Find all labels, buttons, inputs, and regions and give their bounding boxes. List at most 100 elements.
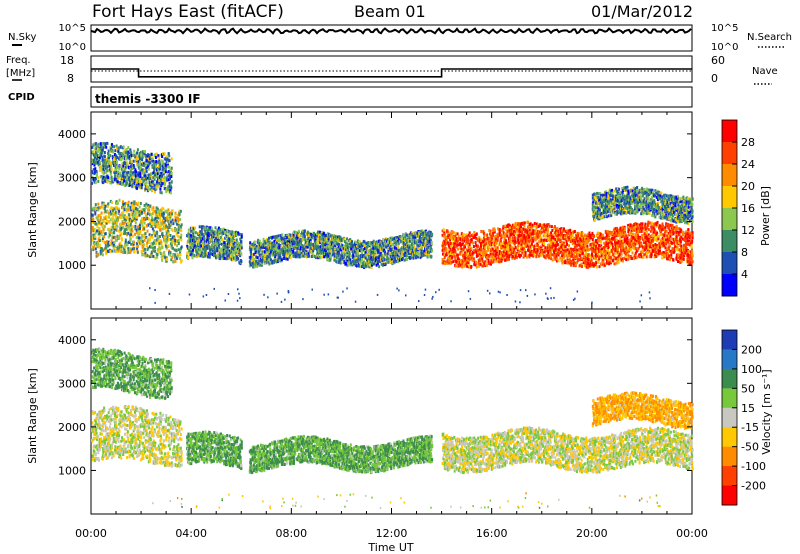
data-cell — [167, 165, 169, 169]
data-cell — [121, 206, 124, 210]
data-cell — [190, 226, 193, 230]
data-cell — [143, 208, 146, 212]
data-cell — [113, 246, 116, 250]
data-cell — [119, 181, 122, 185]
data-cell — [102, 220, 105, 224]
data-cell — [127, 155, 130, 159]
data-cell — [95, 216, 98, 220]
data-cell — [186, 244, 189, 248]
data-cell — [122, 156, 125, 160]
data-cell — [91, 245, 93, 249]
data-cell — [113, 179, 116, 183]
data-cell — [168, 249, 171, 253]
data-cell — [105, 170, 108, 174]
data-cell — [188, 232, 191, 236]
data-cell — [198, 237, 201, 241]
data-cell — [92, 233, 95, 237]
data-cell — [153, 168, 156, 171]
data-cell — [111, 144, 114, 148]
data-cell — [121, 183, 124, 187]
data-cell — [101, 155, 104, 159]
data-cell — [105, 215, 108, 219]
data-cell — [160, 240, 163, 244]
data-cell — [92, 178, 95, 182]
data-cell — [98, 220, 101, 224]
data-cell — [144, 160, 147, 164]
data-cell — [192, 234, 195, 238]
data-cell — [145, 169, 148, 173]
data-cell — [119, 171, 121, 175]
data-cell — [209, 248, 212, 252]
data-cell — [343, 255, 346, 259]
data-cell — [173, 248, 176, 252]
data-cell — [117, 150, 120, 153]
data-cell — [153, 248, 156, 252]
data-cell — [143, 170, 146, 174]
data-cell — [106, 169, 109, 173]
data-cell — [136, 186, 139, 190]
data-cell — [269, 255, 272, 259]
data-cell — [170, 223, 173, 227]
data-cell — [106, 209, 109, 213]
data-cell — [314, 236, 317, 240]
data-cell — [148, 233, 151, 237]
data-cell — [91, 145, 94, 149]
data-cell — [108, 211, 111, 215]
data-cell — [138, 210, 141, 214]
data-cell — [98, 168, 101, 172]
data-cell — [156, 248, 159, 252]
data-cell — [136, 156, 139, 160]
data-cell — [192, 237, 194, 241]
data-cell — [131, 206, 134, 210]
data-cell — [126, 243, 129, 247]
data-cell — [122, 145, 125, 149]
data-cell — [150, 159, 153, 163]
data-cell — [156, 220, 159, 223]
data-cell — [116, 234, 119, 238]
data-cell — [301, 244, 304, 247]
data-cell — [162, 227, 164, 231]
data-cell — [135, 236, 138, 239]
data-cell — [481, 257, 484, 261]
data-cell — [457, 247, 459, 251]
data-cell — [109, 231, 112, 234]
data-cell — [148, 211, 151, 215]
data-cell — [96, 229, 98, 233]
data-cell — [196, 239, 199, 243]
data-cell — [102, 207, 105, 210]
data-cell — [126, 176, 129, 180]
data-cell — [116, 146, 119, 150]
data-cell — [424, 240, 427, 244]
data-cell — [338, 251, 341, 255]
data-cell — [99, 160, 102, 164]
data-cell — [149, 161, 152, 165]
data-cell — [100, 233, 103, 237]
data-cell — [109, 210, 112, 214]
data-cell — [170, 175, 173, 179]
data-cell — [151, 235, 154, 239]
data-cell — [143, 204, 146, 207]
data-cell — [93, 163, 96, 167]
data-cell — [216, 244, 219, 248]
data-cell — [216, 246, 219, 250]
data-cell — [113, 158, 116, 161]
data-cell — [121, 162, 124, 166]
data-cell — [155, 152, 158, 156]
data-cell — [152, 176, 155, 180]
data-cell — [166, 155, 169, 159]
data-cell — [124, 232, 127, 235]
data-cell — [150, 155, 153, 159]
data-cell — [94, 147, 97, 151]
data-cell — [110, 212, 113, 216]
data-cell — [138, 236, 141, 240]
data-cell — [152, 171, 155, 175]
data-cell — [149, 235, 152, 239]
data-cell — [134, 176, 137, 180]
data-cell — [157, 216, 160, 220]
cpid-panel-frame — [90, 86, 693, 108]
data-cell — [210, 247, 213, 251]
data-cell — [152, 212, 155, 216]
data-cell — [115, 163, 118, 167]
data-cell — [116, 177, 118, 181]
data-cell — [289, 256, 292, 260]
